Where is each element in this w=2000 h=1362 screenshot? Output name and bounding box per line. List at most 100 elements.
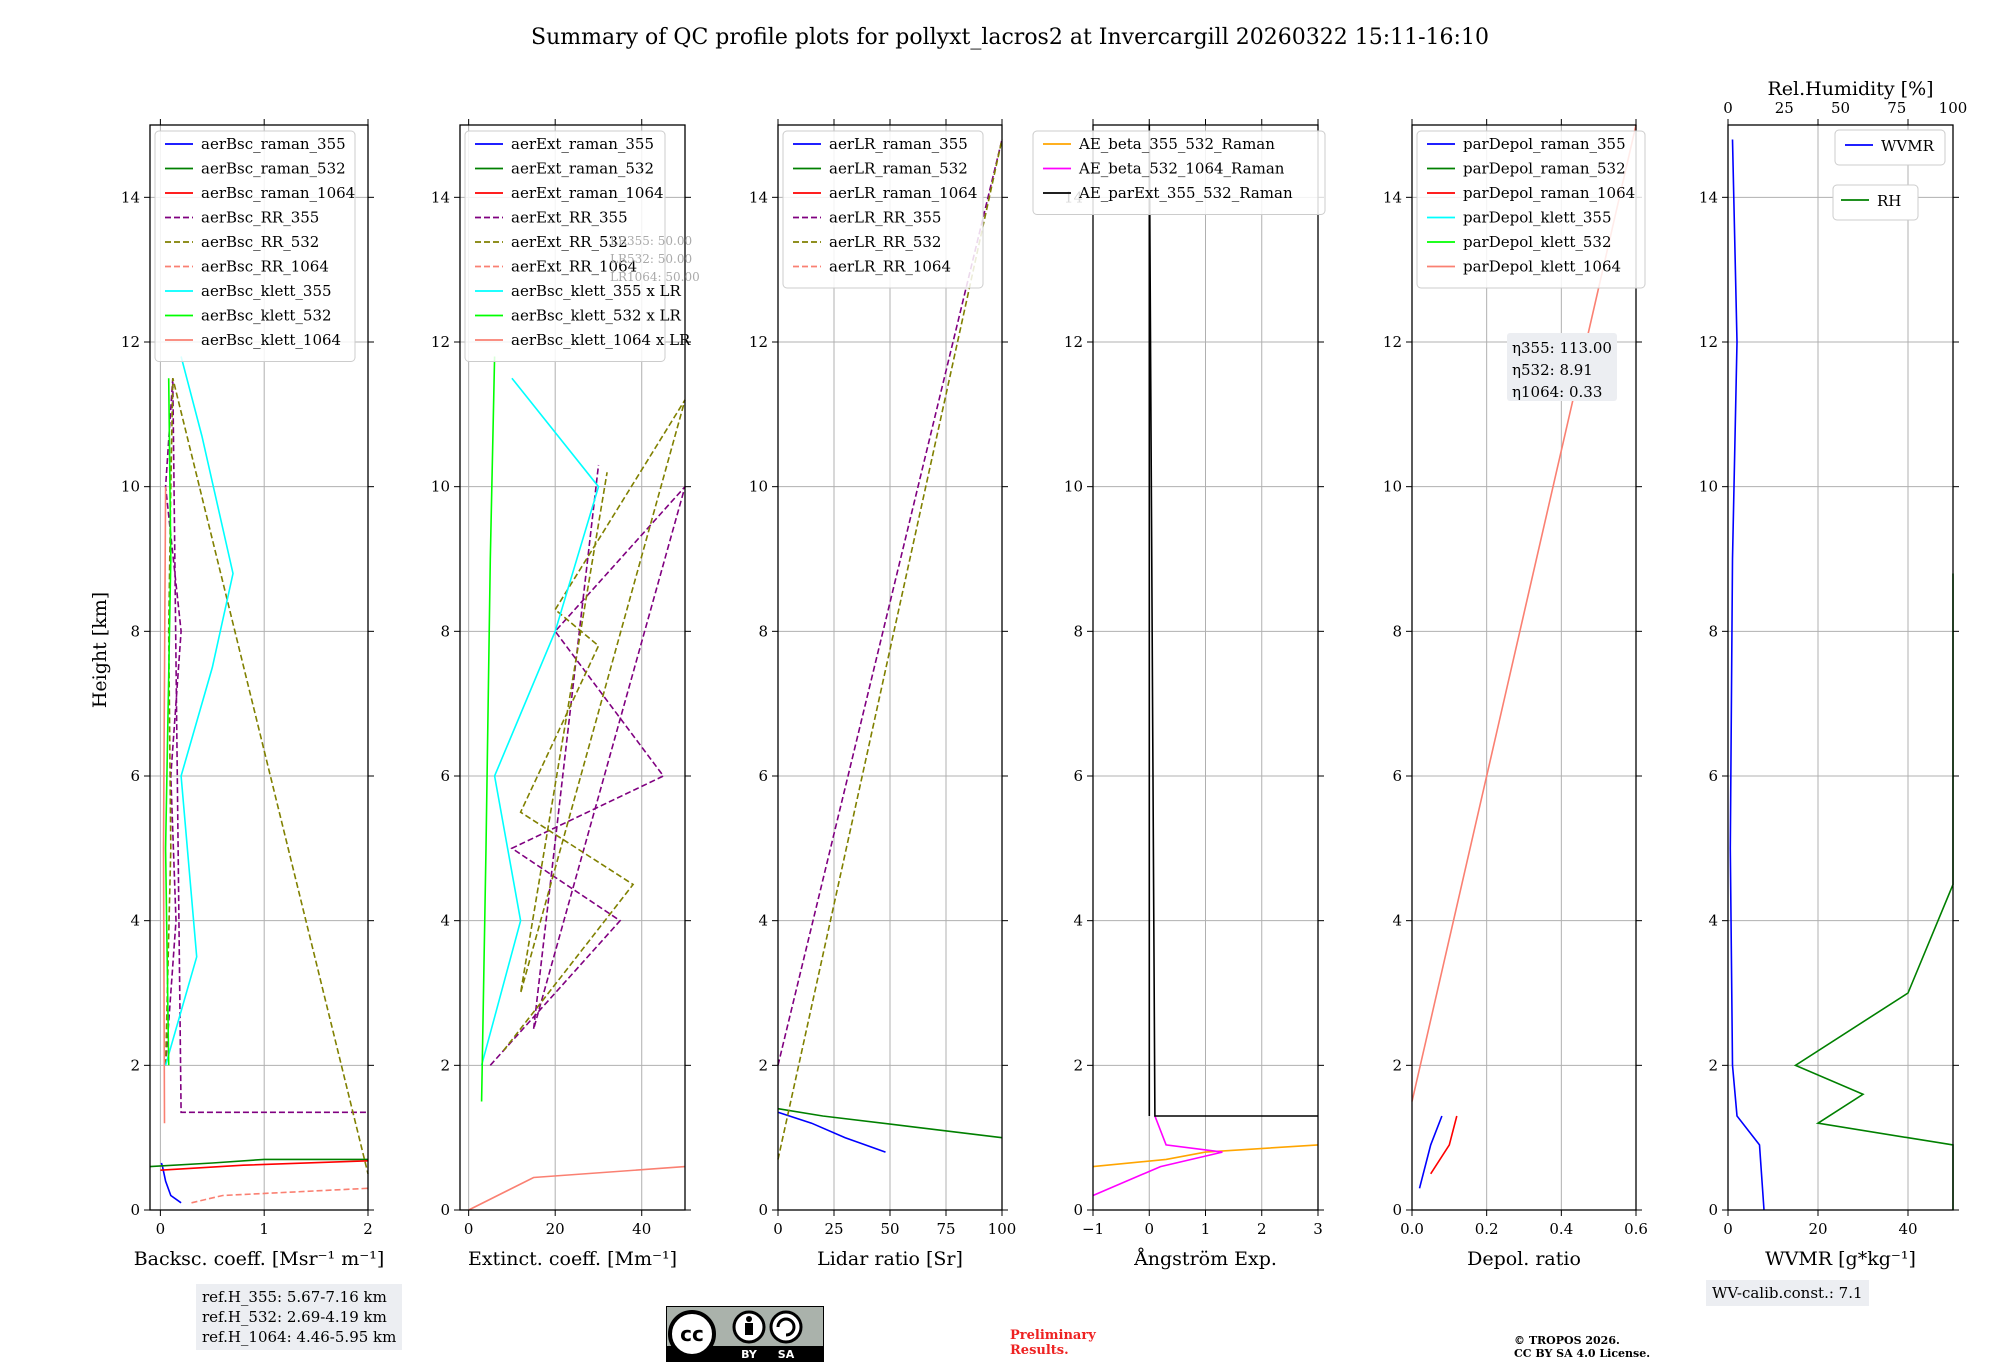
rh-legend-label: RH [1877, 192, 1901, 210]
sa-label: SA [778, 1348, 795, 1361]
ref-h-1064: ref.H_1064: 4.46-5.95 km [202, 1328, 397, 1346]
backscatter-frame [149, 124, 369, 1211]
by-label: BY [741, 1348, 758, 1361]
extinction-ytick-label: 4 [440, 912, 450, 930]
depol-ytick-label: 6 [1392, 767, 1402, 785]
lidar_ratio-ytick-label: 4 [758, 912, 768, 930]
depol-legend-label: parDepol_raman_1064 [1463, 184, 1635, 202]
backscatter-xtick-label: 1 [259, 1220, 269, 1238]
backscatter-xtick-label: 2 [363, 1220, 373, 1238]
angstrom-ytick-label: 8 [1073, 622, 1083, 640]
copyright-line-2: CC BY SA 4.0 License. [1514, 1347, 1651, 1360]
wvmr-top-xtick-label: 50 [1831, 99, 1850, 117]
cc-icon [668, 1310, 716, 1358]
depol-legend-label: parDepol_klett_355 [1463, 209, 1612, 227]
lidar_ratio-xtick-label: 25 [824, 1220, 843, 1238]
copyright-line-1: © TROPOS 2026. [1514, 1334, 1620, 1347]
backscatter-ytick-label: 4 [130, 912, 140, 930]
angstrom-ytick-label: 0 [1073, 1201, 1083, 1219]
backscatter-legend-box [154, 130, 356, 362]
wvmr-ytick-label: 12 [1699, 333, 1718, 351]
extinction-legend-label: aerExt_RR_1064 [511, 258, 637, 276]
depol-xtick-label: 0.2 [1475, 1220, 1499, 1238]
lidar_ratio-ytick-label: 8 [758, 622, 768, 640]
depol-eta-box [1507, 333, 1617, 401]
extinction-lr-label: LR532: 50.00 [610, 252, 692, 266]
angstrom-xtick-label: 0 [1144, 1220, 1154, 1238]
extinction-legend-label: aerExt_raman_355 [511, 135, 654, 153]
lidar_ratio-xtick-label: 75 [936, 1220, 955, 1238]
extinction-lr-label: LR1064: 50.00 [610, 270, 700, 284]
lidar_ratio-series-aerLR_RR_355 [777, 139, 1003, 1066]
angstrom-xtick-label: −1 [1082, 1220, 1104, 1238]
extinction-ytick-label: 6 [440, 767, 450, 785]
wv-calib-box: WV-calib.const.: 7.1 [1706, 1280, 1869, 1306]
backscatter-ytick-label: 2 [130, 1056, 140, 1074]
backscatter-series-aerBsc_RR_532 [164, 378, 369, 1174]
lidar_ratio-legend-label: aerLR_raman_1064 [829, 184, 977, 202]
depol-eta-label: η1064: 0.33 [1512, 383, 1602, 401]
cc-icon-text: cc [680, 1322, 704, 1346]
wvmr-xtick-label: 0 [1723, 1220, 1733, 1238]
wvmr-top-xtick-label: 100 [1939, 99, 1968, 117]
depol-eta-label: η355: 113.00 [1512, 339, 1612, 357]
depol-ytick-label: 12 [1383, 333, 1402, 351]
depol-xtick-label: 0.6 [1624, 1220, 1648, 1238]
wvmr-ytick-label: 6 [1708, 767, 1718, 785]
panel-depol: 0.0 0.2 0.4 0.6 0 2 4 6 8 10 12 14 Depol. ratio parDe… [1383, 119, 1648, 1270]
backscatter-series-aerBsc_RR_355 [164, 378, 368, 1114]
angstrom-series-AE_beta_532_1064_Raman [1092, 1115, 1223, 1197]
wvmr-top-xtick-label: 25 [1775, 99, 1794, 117]
backscatter-legend-label: aerBsc_raman_532 [201, 160, 346, 178]
backscatter-legend-label: aerBsc_raman_1064 [201, 184, 355, 202]
depol-ytick-label: 4 [1392, 912, 1402, 930]
angstrom-ytick-label: 6 [1073, 767, 1083, 785]
wvmr-ytick-label: 0 [1708, 1201, 1718, 1219]
extinction-legend-label: aerBsc_klett_1064 x LR [511, 331, 691, 349]
extinction-series-aerExt_RR_355 [489, 464, 686, 1066]
rh-legend-box [1832, 184, 1919, 221]
lidar_ratio-ytick-label: 6 [758, 767, 768, 785]
backscatter-series-aerBsc_klett_1064 [162, 486, 167, 1124]
depol-legend-label: parDepol_klett_532 [1463, 233, 1612, 251]
lidar_ratio-legend-label: aerLR_RR_1064 [829, 258, 951, 276]
depol-ytick-label: 2 [1392, 1056, 1402, 1074]
ref-h-532: ref.H_532: 2.69-4.19 km [202, 1308, 387, 1326]
wv-calib-const: WV-calib.const.: 7.1 [1712, 1284, 1863, 1302]
extinction-frame [459, 124, 686, 1211]
wvmr-series-WVMR [1729, 139, 1765, 1211]
wvmr-legend-label: WVMR [1881, 137, 1935, 155]
extinction-legend-label: aerExt_RR_355 [511, 209, 628, 227]
depol-ytick-label: 14 [1383, 188, 1402, 206]
backscatter-ytick-label: 12 [121, 333, 140, 351]
backscatter-xtick-label: 0 [156, 1220, 166, 1238]
preliminary-results-note: Preliminary Results. [1010, 1328, 1096, 1358]
sa-icon [769, 1310, 803, 1344]
wvmr-xtick-label: 40 [1898, 1220, 1917, 1238]
angstrom-legend-label: AE_beta_355_532_Raman [1078, 135, 1275, 153]
extinction-ytick-label: 14 [431, 188, 450, 206]
lidar_ratio-ytick-label: 0 [758, 1201, 768, 1219]
extinction-xtick-label: 0 [464, 1220, 474, 1238]
preliminary-line-1: Preliminary [1010, 1328, 1096, 1343]
angstrom-legend-box [1032, 130, 1326, 215]
depol-legend-label: parDepol_klett_1064 [1463, 258, 1621, 276]
angstrom-xlabel: Ångström Exp. [1133, 1248, 1277, 1270]
backscatter-legend-label: aerBsc_RR_532 [201, 233, 319, 251]
ref-h-355: ref.H_355: 5.67-7.16 km [202, 1288, 387, 1306]
backscatter-legend-label: aerBsc_RR_355 [201, 209, 319, 227]
angstrom-legend-label: AE_beta_532_1064_Raman [1078, 160, 1285, 178]
backscatter-ytick-label: 0 [130, 1201, 140, 1219]
angstrom-ytick-label: 12 [1064, 333, 1083, 351]
wvmr-xlabel: WVMR [g*kg⁻¹] [1765, 1248, 1916, 1270]
extinction-ytick-label: 12 [431, 333, 450, 351]
panel-wvmr: 0 20 40 0 2 4 6 8 10 12 14 WVMR [g*kg⁻¹] 0 25 50 75 100 R… [1699, 78, 1967, 1270]
angstrom-xtick-label: 2 [1257, 1220, 1267, 1238]
wvmr-legend-box [1834, 129, 1946, 166]
extinction-series-aerBsc_klett_1064 x LR [468, 1165, 686, 1211]
backscatter-ytick-label: 14 [121, 188, 140, 206]
backscatter-series-aerBsc_RR_1064 [191, 1187, 369, 1204]
wvmr-top-xtick-label: 75 [1887, 99, 1906, 117]
depol-xlabel: Depol. ratio [1467, 1248, 1581, 1270]
